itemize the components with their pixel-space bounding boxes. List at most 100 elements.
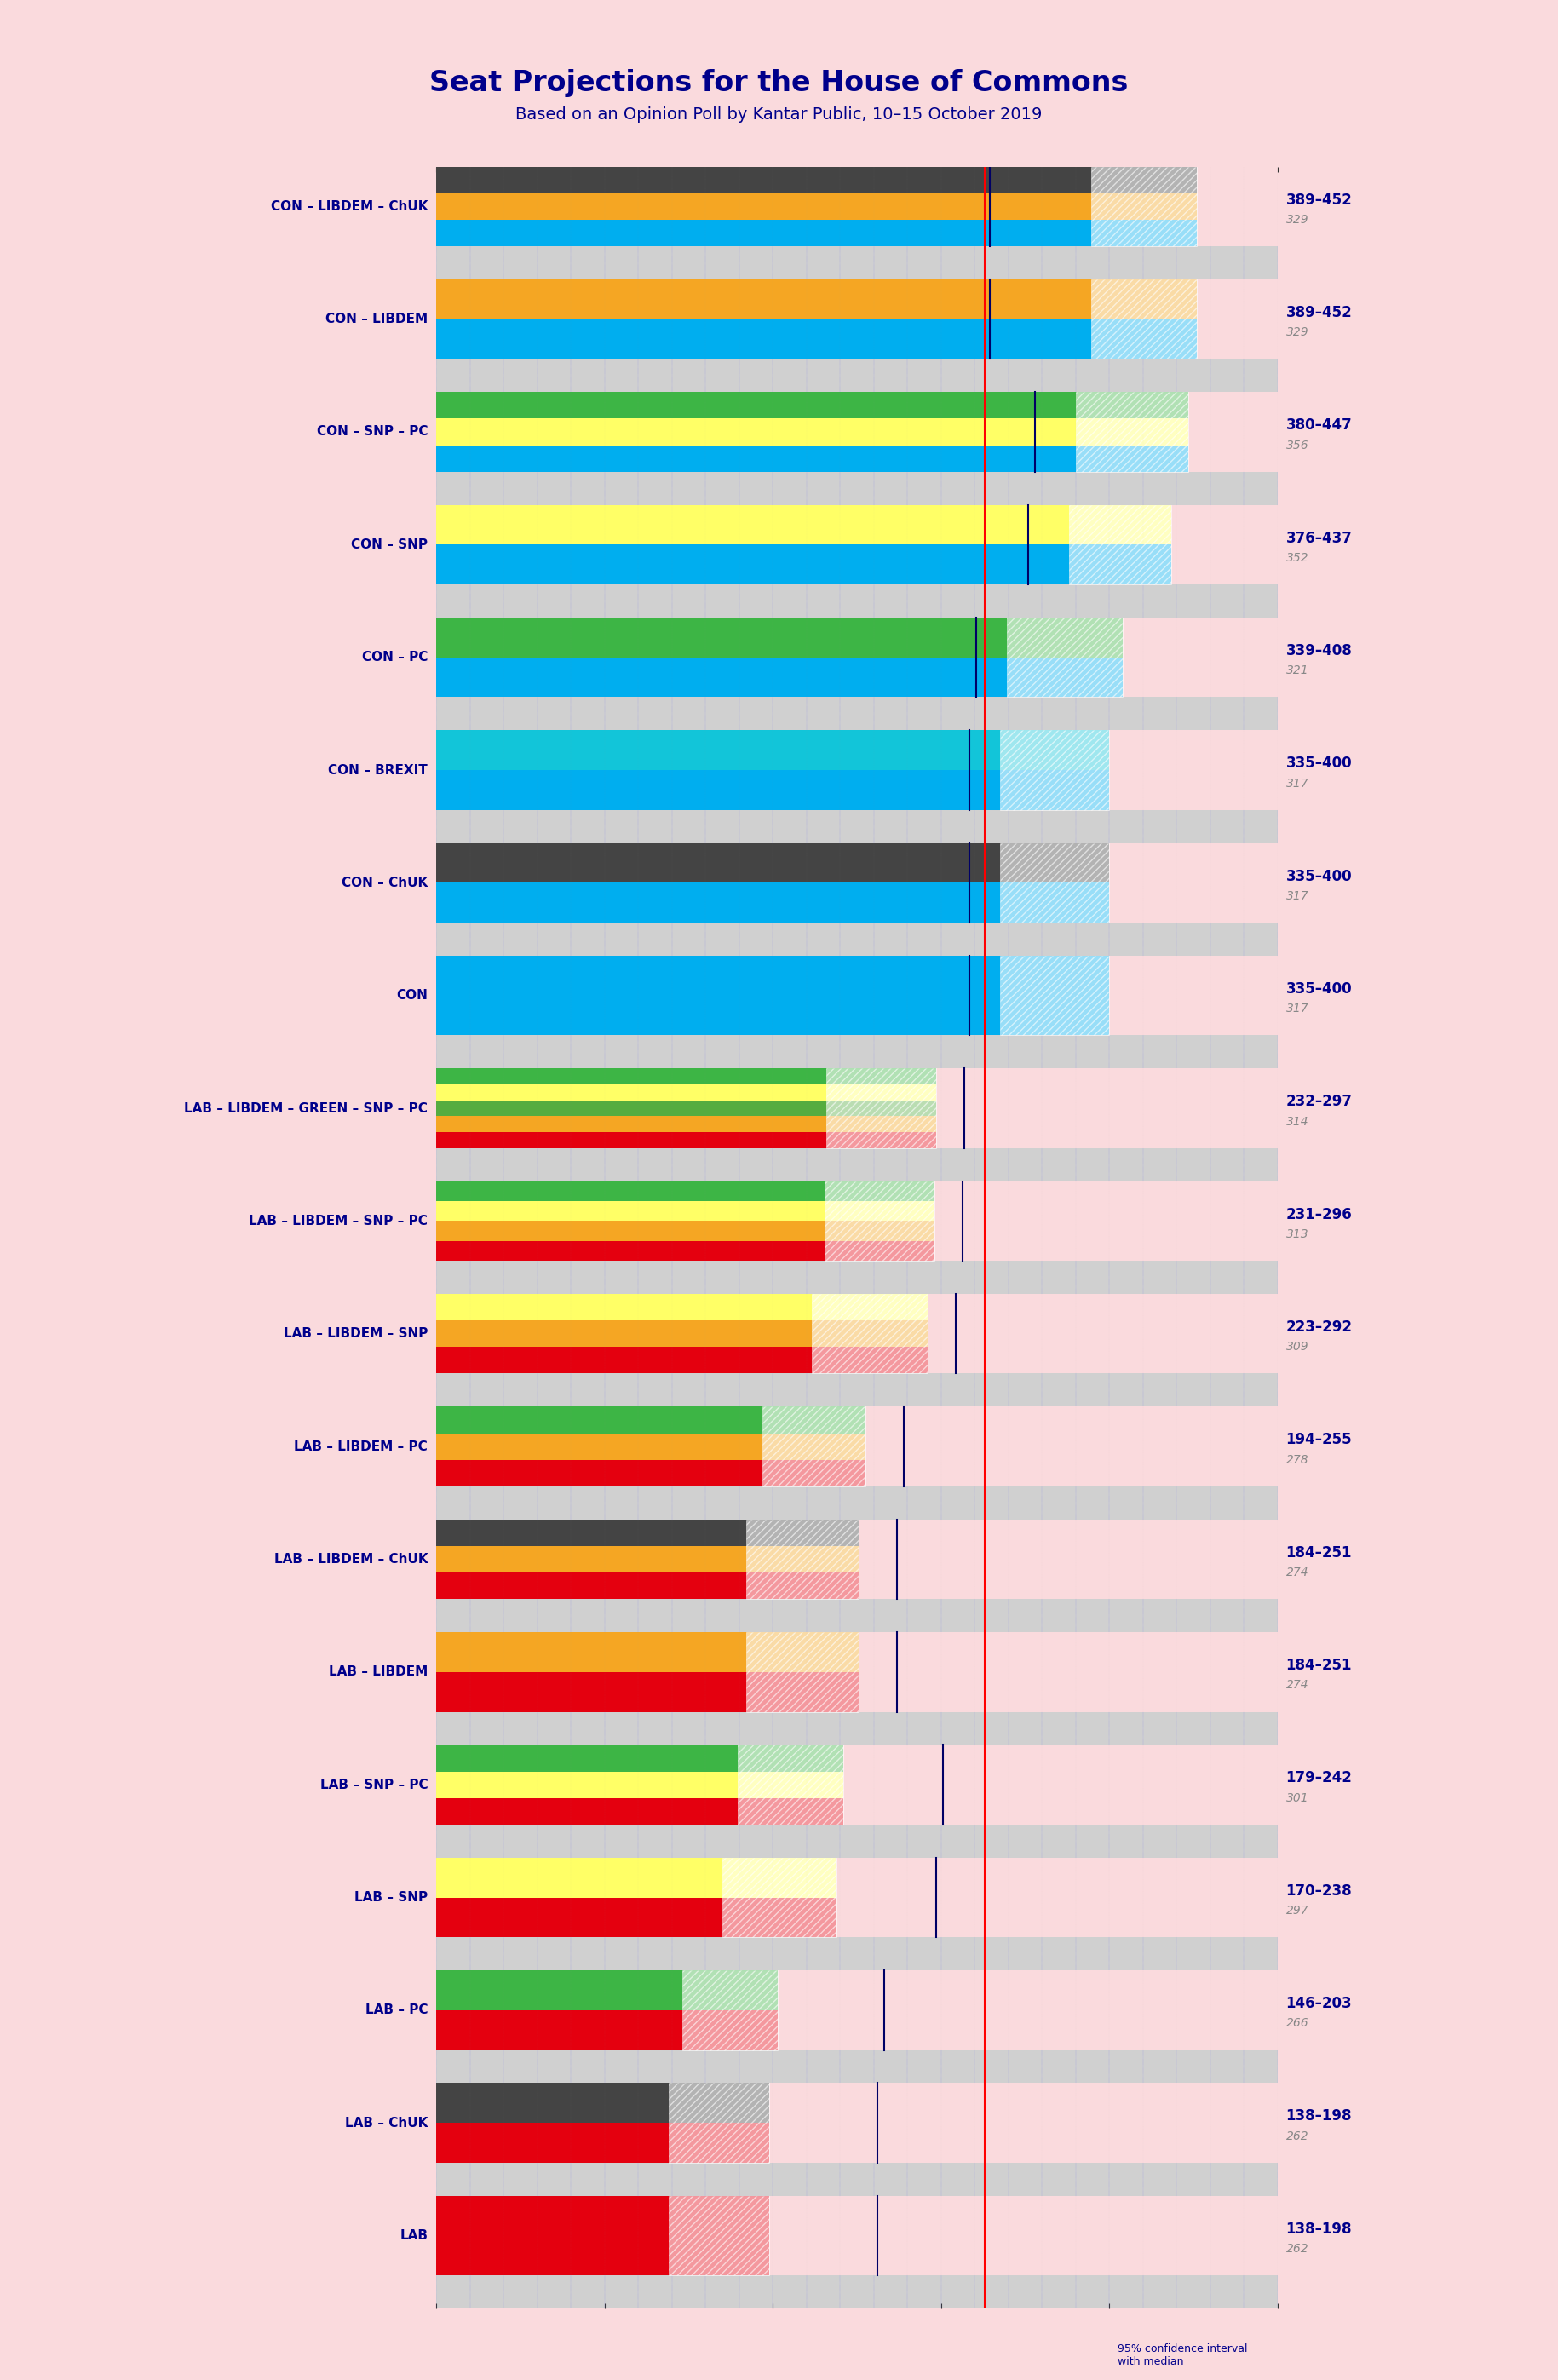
Bar bbox=[436, 1859, 837, 1897]
Text: 274: 274 bbox=[1285, 1566, 1309, 1578]
Text: 297: 297 bbox=[1285, 1904, 1309, 1916]
Text: LAB – SNP – PC: LAB – SNP – PC bbox=[319, 1778, 428, 1792]
Text: 321: 321 bbox=[1285, 664, 1309, 676]
Bar bbox=[746, 1633, 858, 1711]
Text: LAB – LIBDEM – GREEN – SNP – PC: LAB – LIBDEM – GREEN – SNP – PC bbox=[184, 1102, 428, 1114]
Bar bbox=[1075, 393, 1189, 471]
Text: 335–400: 335–400 bbox=[1285, 757, 1352, 771]
Bar bbox=[1091, 167, 1197, 245]
Text: 262: 262 bbox=[1285, 2130, 1309, 2142]
Bar bbox=[436, 393, 1189, 419]
Bar bbox=[436, 1518, 858, 1547]
Bar bbox=[436, 505, 1172, 545]
Bar bbox=[746, 1518, 858, 1599]
Bar bbox=[436, 923, 1278, 957]
Text: 170–238: 170–238 bbox=[1285, 1883, 1352, 1899]
Text: LAB – ChUK: LAB – ChUK bbox=[344, 2116, 428, 2130]
Text: 380–447: 380–447 bbox=[1285, 416, 1352, 433]
Bar bbox=[824, 1180, 935, 1261]
Bar bbox=[436, 319, 1197, 359]
Text: 179–242: 179–242 bbox=[1285, 1771, 1352, 1785]
Text: 389–452: 389–452 bbox=[1285, 305, 1352, 321]
Text: 376–437: 376–437 bbox=[1285, 531, 1352, 545]
Bar bbox=[436, 809, 1278, 843]
Text: LAB: LAB bbox=[400, 2230, 428, 2242]
Text: CON – ChUK: CON – ChUK bbox=[341, 876, 428, 890]
Text: 329: 329 bbox=[1285, 214, 1309, 226]
Bar bbox=[436, 1547, 858, 1573]
Bar bbox=[436, 545, 1172, 585]
Bar bbox=[436, 1633, 858, 1673]
Bar bbox=[436, 219, 1197, 245]
Bar bbox=[436, 1180, 935, 1202]
Text: 329: 329 bbox=[1285, 326, 1309, 338]
Bar bbox=[436, 2082, 770, 2123]
Bar bbox=[436, 697, 1278, 731]
Bar bbox=[436, 1240, 935, 1261]
Bar bbox=[436, 616, 1123, 657]
Text: CON – SNP – PC: CON – SNP – PC bbox=[316, 426, 428, 438]
Text: 262: 262 bbox=[1285, 2242, 1309, 2254]
Text: 301: 301 bbox=[1285, 1792, 1309, 1804]
Bar bbox=[436, 1147, 1278, 1180]
Bar bbox=[436, 2123, 770, 2163]
Bar bbox=[436, 1085, 936, 1100]
Text: 231–296: 231–296 bbox=[1285, 1207, 1352, 1221]
Bar bbox=[827, 1069, 936, 1147]
Bar bbox=[436, 245, 1278, 278]
Bar bbox=[436, 585, 1278, 616]
Bar bbox=[436, 1433, 865, 1459]
Bar bbox=[436, 1797, 843, 1825]
Text: 278: 278 bbox=[1285, 1454, 1309, 1466]
Bar bbox=[436, 843, 1109, 883]
Text: 335–400: 335–400 bbox=[1285, 869, 1352, 883]
Text: CON: CON bbox=[396, 990, 428, 1002]
Bar bbox=[1000, 843, 1109, 923]
Text: LAB – LIBDEM – SNP: LAB – LIBDEM – SNP bbox=[284, 1328, 428, 1340]
Bar bbox=[436, 278, 1197, 319]
Text: 184–251: 184–251 bbox=[1285, 1545, 1352, 1561]
Bar bbox=[436, 445, 1189, 471]
Bar bbox=[436, 1673, 858, 1711]
Bar bbox=[436, 1116, 936, 1133]
Text: 266: 266 bbox=[1285, 2018, 1309, 2030]
Bar bbox=[436, 419, 1189, 445]
Bar bbox=[436, 2163, 1278, 2197]
Text: CON – LIBDEM: CON – LIBDEM bbox=[326, 312, 428, 326]
Bar bbox=[436, 359, 1278, 393]
Text: 194–255: 194–255 bbox=[1285, 1433, 1352, 1447]
Bar bbox=[436, 1407, 865, 1433]
Bar bbox=[436, 1897, 837, 1937]
Bar bbox=[1069, 505, 1172, 585]
Text: 356: 356 bbox=[1285, 440, 1309, 452]
Text: 317: 317 bbox=[1285, 890, 1309, 902]
Text: 317: 317 bbox=[1285, 1002, 1309, 1014]
Bar bbox=[436, 1485, 1278, 1518]
Bar bbox=[436, 1133, 936, 1147]
Bar bbox=[668, 2197, 770, 2275]
Bar bbox=[436, 1261, 1278, 1295]
Bar bbox=[436, 2197, 770, 2275]
Bar bbox=[436, 2275, 1278, 2309]
Text: 314: 314 bbox=[1285, 1116, 1309, 1128]
Bar bbox=[436, 731, 1109, 771]
Bar bbox=[812, 1295, 927, 1373]
Bar bbox=[436, 657, 1123, 697]
Bar bbox=[723, 1859, 837, 1937]
Bar bbox=[436, 2049, 1278, 2082]
Text: 138–198: 138–198 bbox=[1285, 2109, 1352, 2123]
Bar bbox=[436, 1771, 843, 1797]
Text: 223–292: 223–292 bbox=[1285, 1319, 1352, 1335]
Bar bbox=[763, 1407, 865, 1485]
Bar bbox=[1000, 957, 1109, 1035]
Text: 352: 352 bbox=[1285, 552, 1309, 564]
Bar bbox=[436, 1295, 927, 1321]
Bar bbox=[436, 1971, 777, 2011]
Text: 274: 274 bbox=[1285, 1680, 1309, 1692]
Text: CON – PC: CON – PC bbox=[361, 652, 428, 664]
Bar bbox=[436, 471, 1278, 505]
Bar bbox=[436, 1035, 1278, 1069]
Bar bbox=[436, 2011, 777, 2049]
Text: 389–452: 389–452 bbox=[1285, 193, 1352, 207]
Text: CON – LIBDEM – ChUK: CON – LIBDEM – ChUK bbox=[271, 200, 428, 212]
